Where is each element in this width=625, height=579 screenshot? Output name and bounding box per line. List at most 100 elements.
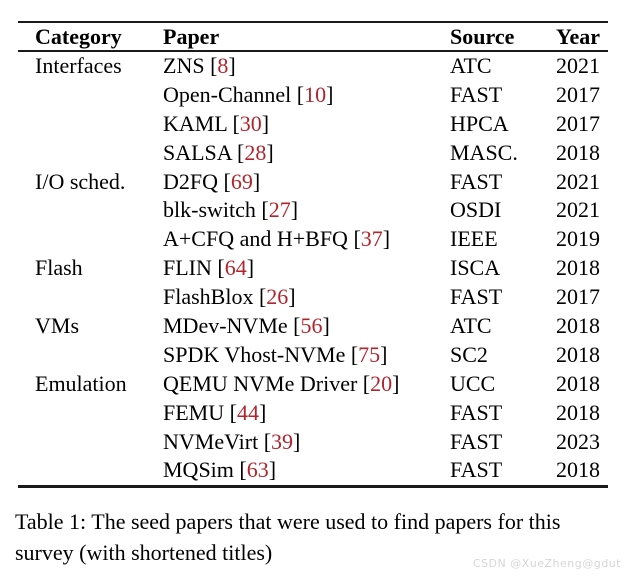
year-cell: 2018 <box>556 341 600 367</box>
category-cell <box>35 196 163 225</box>
category-cell <box>35 139 163 168</box>
year-cell: 2018 <box>556 139 600 165</box>
citation-open-bracket: [ <box>296 81 305 107</box>
citation-close-bracket: ] <box>246 255 255 281</box>
citation-number[interactable]: 44 <box>236 399 259 425</box>
year-cell: 2017 <box>556 110 600 136</box>
citation-close-bracket: ] <box>290 197 299 223</box>
year-cell: 2019 <box>556 226 600 252</box>
citation-number[interactable]: 64 <box>224 255 247 281</box>
source-cell: FAST <box>450 284 503 310</box>
citation-close-bracket: ] <box>268 457 277 483</box>
citation-open-bracket: [ <box>223 168 231 194</box>
paper-cell: FEMU [44] <box>163 399 450 428</box>
table-row: Open-Channel [10] FAST 2017 <box>18 81 608 110</box>
seed-papers-table: Category Paper Source Year Interfaces ZN… <box>18 21 608 488</box>
citation-number[interactable]: 69 <box>230 168 253 194</box>
watermark: CSDN @XueZheng@gdut <box>472 557 621 570</box>
citation-number[interactable]: 37 <box>360 226 383 252</box>
citation-close-bracket: ] <box>392 370 400 396</box>
source-cell: ATC <box>450 53 492 78</box>
category-cell: VMs <box>35 313 80 339</box>
citation-open-bracket: [ <box>210 53 218 78</box>
citation-open-bracket: [ <box>353 226 361 252</box>
source-cell: FAST <box>450 81 503 107</box>
paper-cell: D2FQ [69] <box>163 168 450 197</box>
table-row: KAML [30] HPCA 2017 <box>18 110 608 139</box>
citation-close-bracket: ] <box>228 53 236 78</box>
paper-cell: Open-Channel [10] <box>163 81 450 110</box>
citation-number[interactable]: 63 <box>246 457 269 483</box>
source-cell: HPCA <box>450 110 509 136</box>
citation-close-bracket: ] <box>288 284 296 310</box>
paper-title: QEMU NVMe Driver <box>163 370 358 396</box>
table-row: VMs MDev-NVMe [56] ATC 2018 <box>18 312 608 341</box>
citation-number[interactable]: 27 <box>268 197 291 223</box>
source-cell: FAST <box>450 399 503 425</box>
paper-cell: FLIN [64] <box>163 254 450 283</box>
column-header-year: Year <box>556 24 600 49</box>
citation-number[interactable]: 26 <box>266 284 289 310</box>
table-row: Interfaces ZNS [8] ATC 2021 <box>18 52 608 81</box>
year-cell: 2018 <box>556 457 600 483</box>
citation-open-bracket: [ <box>263 428 272 454</box>
citation-number[interactable]: 8 <box>217 53 229 78</box>
year-cell: 2018 <box>556 399 600 425</box>
category-cell <box>35 456 163 485</box>
citation-close-bracket: ] <box>258 399 267 425</box>
year-cell: 2017 <box>556 284 600 310</box>
year-cell: 2018 <box>556 370 600 396</box>
citation-open-bracket: [ <box>293 313 301 339</box>
citation-open-bracket: [ <box>261 197 269 223</box>
category-cell <box>35 81 163 110</box>
paper-cell: QEMU NVMe Driver [20] <box>163 370 450 399</box>
table-row: FlashBlox [26] FAST 2017 <box>18 283 608 312</box>
paper-title: FEMU <box>163 399 225 425</box>
citation-number[interactable]: 10 <box>304 81 327 107</box>
paper-title: MQSim <box>163 457 234 483</box>
table-row: Emulation QEMU NVMe Driver [20] UCC 2018 <box>18 370 608 399</box>
citation-close-bracket: ] <box>252 168 261 194</box>
table-row: MQSim [63] FAST 2018 <box>18 456 608 485</box>
table-row: NVMeVirt [39] FAST 2023 <box>18 428 608 457</box>
citation-close-bracket: ] <box>326 81 334 107</box>
citation-close-bracket: ] <box>293 428 301 454</box>
citation-open-bracket: [ <box>350 341 359 367</box>
citation-number[interactable]: 28 <box>244 139 267 165</box>
citation-number[interactable]: 39 <box>271 428 294 454</box>
column-header-paper: Paper <box>163 24 220 49</box>
category-cell: Emulation <box>35 370 127 396</box>
citation-close-bracket: ] <box>322 313 330 339</box>
citation-number[interactable]: 56 <box>300 313 323 339</box>
paper-cell: NVMeVirt [39] <box>163 428 450 457</box>
citation-close-bracket: ] <box>266 139 274 165</box>
category-cell <box>35 399 163 428</box>
source-cell: ISCA <box>450 255 501 281</box>
table-row: A+CFQ and H+BFQ [37] IEEE 2019 <box>18 225 608 254</box>
citation-number[interactable]: 75 <box>358 341 381 367</box>
year-cell: 2018 <box>556 255 600 281</box>
column-header-category: Category <box>35 24 122 49</box>
paper-title: Open-Channel <box>163 81 292 107</box>
source-cell: FAST <box>450 428 503 454</box>
source-cell: UCC <box>450 370 496 396</box>
citation-close-bracket: ] <box>382 226 391 252</box>
paper-title: SALSA <box>163 139 232 165</box>
paper-title: FLIN <box>163 255 212 281</box>
table-row: I/O sched. D2FQ [69] FAST 2021 <box>18 168 608 197</box>
paper-cell: A+CFQ and H+BFQ [37] <box>163 225 450 254</box>
citation-number[interactable]: 20 <box>370 370 393 396</box>
citation-open-bracket: [ <box>239 457 247 483</box>
citation-open-bracket: [ <box>258 284 267 310</box>
paper-cell: ZNS [8] <box>163 52 450 81</box>
category-cell: I/O sched. <box>35 168 126 194</box>
table-header-rule <box>18 50 608 52</box>
category-cell <box>35 283 163 312</box>
citation-open-bracket: [ <box>362 370 371 396</box>
column-header-source: Source <box>450 24 515 49</box>
paper-cell: SPDK Vhost-NVMe [75] <box>163 341 450 370</box>
source-cell: ATC <box>450 313 492 339</box>
citation-number[interactable]: 30 <box>239 110 262 136</box>
paper-title: D2FQ <box>163 168 219 194</box>
paper-title: MDev-NVMe <box>163 313 288 339</box>
